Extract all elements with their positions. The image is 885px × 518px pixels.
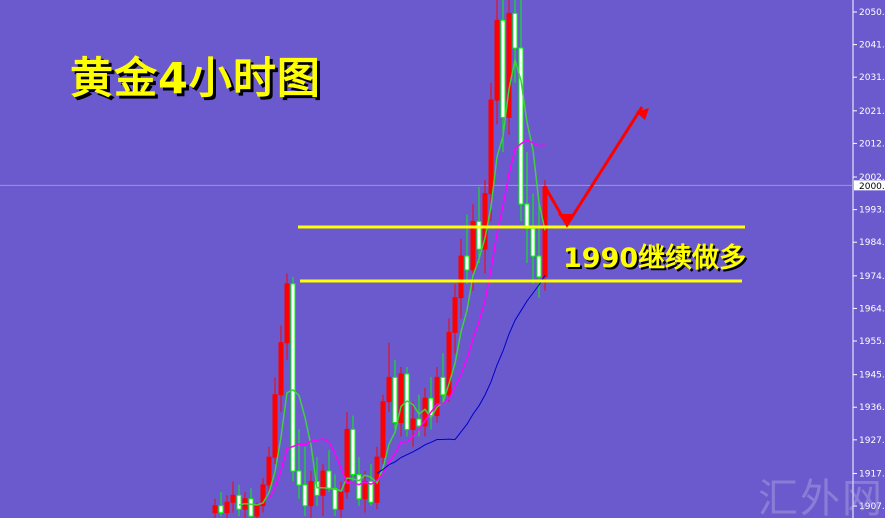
- y-tick-label: 1927.0: [859, 436, 885, 446]
- candle-body: [398, 373, 404, 423]
- candle-body: [224, 501, 230, 514]
- ma-mid-line: [268, 138, 546, 500]
- candle-body: [284, 283, 290, 344]
- candle-body: [338, 491, 344, 510]
- candle-body: [536, 255, 542, 278]
- candle-body: [464, 255, 470, 271]
- candle-body: [500, 19, 506, 118]
- candle-body: [380, 401, 386, 458]
- candle-body: [332, 487, 338, 510]
- y-tick-label: 1974.3: [859, 272, 885, 282]
- candle-body: [218, 505, 224, 514]
- candle-body: [296, 470, 302, 486]
- price-axis: [853, 0, 885, 518]
- candle-body: [230, 494, 236, 503]
- y-tick-label: 2002.8: [859, 173, 885, 183]
- candle-body: [452, 297, 458, 333]
- candle-body: [212, 505, 218, 514]
- y-tick-label: 1964.9: [859, 304, 885, 314]
- candle-body: [524, 203, 530, 229]
- y-tick-label: 1907.9: [859, 502, 885, 512]
- candle-body: [506, 12, 512, 118]
- candle-body: [518, 47, 524, 205]
- candle-body: [266, 456, 272, 486]
- candle-body: [530, 227, 536, 257]
- arrow-vertex: [558, 214, 574, 226]
- candle-body: [278, 342, 284, 396]
- candle-body: [260, 484, 266, 507]
- candle-body: [254, 505, 260, 517]
- y-tick-label: 2012.5: [859, 139, 885, 149]
- candle-body: [248, 498, 254, 517]
- ma-fast-line: [238, 59, 546, 506]
- candle-body: [434, 376, 440, 417]
- candle-body: [488, 99, 494, 195]
- candle-body: [542, 186, 548, 278]
- candle-body: [290, 283, 296, 472]
- candle-body: [344, 428, 350, 493]
- candle-body: [362, 480, 368, 500]
- candle-body: [428, 397, 434, 417]
- forecast-arrow: [543, 106, 644, 228]
- candle-body: [236, 494, 242, 510]
- y-tick-label: 2031.6: [859, 73, 885, 83]
- candle-body: [482, 193, 488, 250]
- candle-body: [494, 19, 500, 101]
- y-tick-label: 2041.0: [859, 41, 885, 51]
- y-tick-label: 2050.4: [859, 8, 885, 18]
- candle-body: [302, 484, 308, 507]
- candle-body: [458, 255, 464, 299]
- candle-body: [308, 480, 314, 507]
- y-tick-label: 1936.4: [859, 403, 885, 413]
- candle-body: [416, 418, 422, 427]
- y-tick-label: 2021.9: [859, 107, 885, 117]
- candle-body: [410, 418, 416, 430]
- trade-annotation: 1990继续做多: [563, 243, 747, 274]
- candle-body: [272, 394, 278, 458]
- candle-body: [350, 428, 356, 475]
- candle-body: [320, 470, 326, 496]
- y-tick-label: 1917.3: [859, 469, 885, 479]
- candle-body: [512, 12, 518, 49]
- y-tick-label: 1993.4: [859, 206, 885, 216]
- candle-body: [392, 376, 398, 423]
- watermark: 汇外网: [758, 476, 884, 518]
- ma-slow-line: [376, 275, 546, 474]
- candle-body: [470, 220, 476, 271]
- candle-body: [476, 220, 482, 250]
- candle-body: [356, 473, 362, 500]
- arrow-head-icon: [636, 108, 649, 120]
- candle-body: [386, 376, 392, 403]
- candle-body: [446, 331, 452, 396]
- y-tick-label: 1984.0: [859, 238, 885, 248]
- candle-body: [326, 470, 332, 489]
- y-tick-label: 1945.8: [859, 371, 885, 381]
- current-price-box: [854, 180, 885, 191]
- candle-body: [440, 376, 446, 396]
- chart-title: 黄金4小时图: [70, 54, 321, 104]
- current-price-label: 2000.4: [859, 182, 885, 192]
- y-tick-label: 1955.5: [859, 337, 885, 347]
- candle-body: [368, 480, 374, 503]
